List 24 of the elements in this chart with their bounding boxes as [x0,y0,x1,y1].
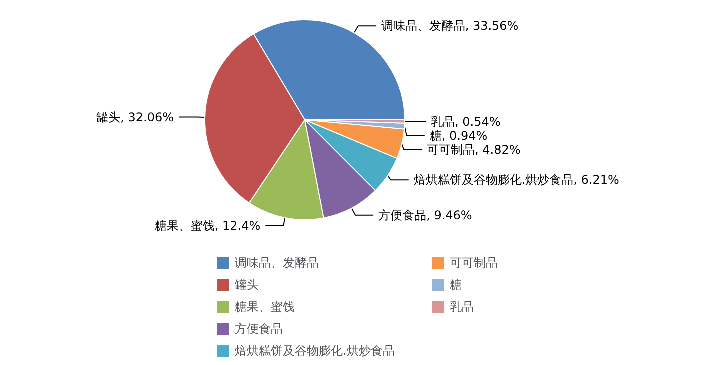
slice-label: 糖 [430,128,442,143]
slice-label: 调味品、发酵品 [381,19,466,34]
data-label: , 6.21% [574,173,620,188]
legend-label: 焙烘糕饼及谷物膨化.烘炒食品 [235,344,395,358]
slice-label: 可可制品 [427,142,476,157]
data-label: , 33.56% [465,19,519,34]
legend-label: 乳品 [450,300,474,314]
slice-label: 罐头 [96,110,121,124]
slice-label: 乳品 [430,114,455,129]
legend-label: 罐头 [235,278,259,292]
data-label: , 9.46% [426,208,472,222]
data-label: , 4.82% [475,142,521,157]
slice-label: 方便食品 [378,208,427,222]
slice-label: 糖果、蜜饯 [154,218,215,233]
data-label: , 0.94% [442,128,488,143]
legend-label: 方便食品 [235,322,283,336]
legend-label: 可可制品 [450,256,498,270]
legend-label: 糖果、蜜饯 [235,300,295,314]
data-label: , 12.4% [214,218,261,233]
legend-label: 糖 [450,278,462,292]
data-label: , 32.06% [120,110,174,124]
legend-label: 调味品、发酵品 [235,256,319,270]
slice-label: 焙烘糕饼及谷物膨化.烘炒食品 [414,173,574,188]
data-label: , 0.54% [454,114,501,129]
